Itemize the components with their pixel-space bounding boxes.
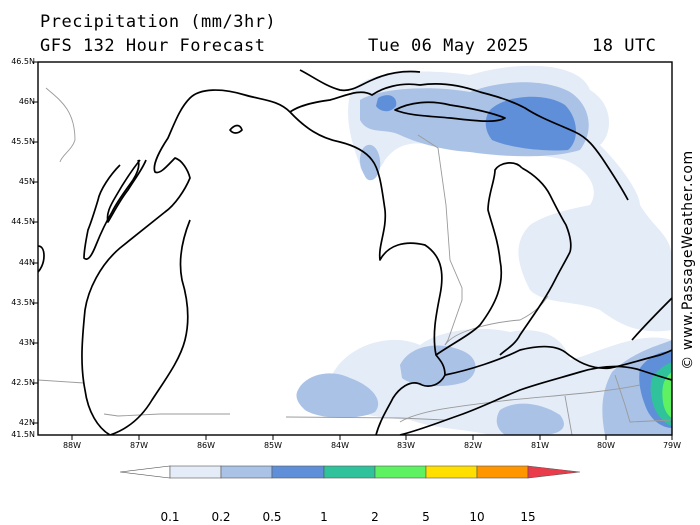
lake-ontario-shore xyxy=(631,297,672,341)
beaver-island xyxy=(229,124,243,134)
lake-huron-shore xyxy=(289,82,629,201)
colorbar-segment xyxy=(323,465,376,479)
green-bay-shore xyxy=(83,159,140,260)
lat-label: 41.5N xyxy=(11,430,35,439)
lat-label: 46.5N xyxy=(11,57,35,66)
colorbar-min-arrow xyxy=(119,465,171,479)
colorbar-segment xyxy=(476,465,529,479)
lon-label: 82W xyxy=(463,441,483,450)
lat-label: 45N xyxy=(18,177,35,186)
lat-label: 43N xyxy=(18,338,35,347)
forecast-time: 18 UTC xyxy=(592,36,657,56)
colorbar-label: 0.2 xyxy=(211,510,231,524)
colorbar-label: 2 xyxy=(371,510,379,524)
wisconsin-shore-north xyxy=(38,245,45,273)
colorbar-segment xyxy=(374,465,427,479)
map-frame xyxy=(37,61,673,436)
colorbar-label: 1 xyxy=(320,510,328,524)
state-borders xyxy=(38,87,672,435)
lat-label: 42N xyxy=(18,418,35,427)
lake-michigan-shore xyxy=(81,89,523,435)
colorbar-max-arrow xyxy=(527,465,581,479)
lake-erie-shore xyxy=(375,382,423,435)
door-peninsula xyxy=(106,159,147,223)
colorbar-label: 0.5 xyxy=(262,510,282,524)
colorbar-label: 10 xyxy=(469,510,485,524)
upper-peninsula-north xyxy=(299,69,421,92)
lon-label: 79W xyxy=(662,441,682,450)
lat-label: 45.5N xyxy=(11,137,35,146)
lon-label: 80W xyxy=(596,441,616,450)
lat-label: 44N xyxy=(18,258,35,267)
coastlines xyxy=(38,69,672,435)
lon-label: 88W xyxy=(62,441,82,450)
precip-heaviest-area xyxy=(662,372,672,418)
lake-erie-south-shore xyxy=(399,365,672,435)
bruce-peninsula xyxy=(499,251,571,356)
colorbar-segment xyxy=(271,465,325,479)
lon-label: 83W xyxy=(396,441,416,450)
colorbar-segment xyxy=(220,465,273,479)
colorbar-label: 15 xyxy=(520,510,536,524)
forecast-label: GFS 132 Hour Forecast xyxy=(40,36,266,56)
colorbar-label: 0.1 xyxy=(160,510,180,524)
georgian-bay-shore xyxy=(521,167,572,253)
lat-label: 44.5N xyxy=(11,217,35,226)
lon-label: 85W xyxy=(263,441,283,450)
precip-colorbar xyxy=(119,465,581,479)
lon-label: 87W xyxy=(129,441,149,450)
site-credit: © www.PassageWeather.com xyxy=(680,150,696,370)
forecast-date: Tue 06 May 2025 xyxy=(368,36,530,56)
lake-erie-north-shore xyxy=(444,345,672,376)
colorbar-segment xyxy=(169,465,222,479)
lat-label: 43.5N xyxy=(11,298,35,307)
lat-label: 42.5N xyxy=(11,378,35,387)
lat-label: 46N xyxy=(18,97,35,106)
colorbar-segment xyxy=(425,465,478,479)
lon-label: 86W xyxy=(196,441,216,450)
lake-michigan-west-shore xyxy=(109,219,191,435)
lon-label: 81W xyxy=(530,441,550,450)
lon-label: 84W xyxy=(330,441,350,450)
map-title: Precipitation (mm/3hr) xyxy=(40,12,277,32)
tick-marks xyxy=(33,61,673,440)
colorbar-label: 5 xyxy=(422,510,430,524)
manitoulin-island xyxy=(394,101,506,123)
